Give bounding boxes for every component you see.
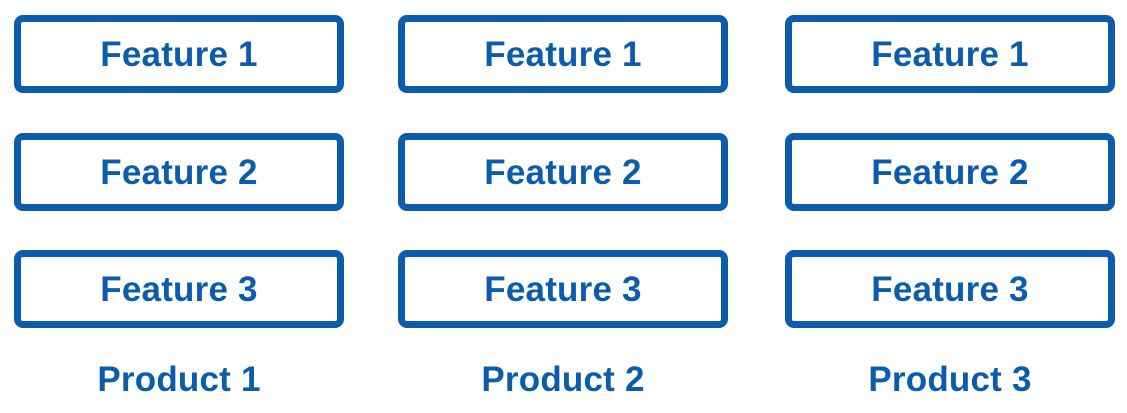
feature-box: Feature 2 (14, 133, 344, 211)
product-label: Product 2 (481, 360, 645, 399)
feature-label: Feature 3 (100, 269, 258, 309)
product-label: Product 1 (97, 360, 261, 399)
feature-label: Feature 1 (100, 34, 258, 74)
feature-box: Feature 1 (14, 15, 344, 93)
product-column-1: Feature 1 Feature 2 Feature 3 Product 1 (14, 0, 344, 413)
feature-label: Feature 1 (484, 34, 642, 74)
feature-label: Feature 2 (100, 152, 258, 192)
feature-label: Feature 1 (871, 34, 1029, 74)
feature-box: Feature 3 (785, 250, 1115, 328)
product-column-2: Feature 1 Feature 2 Feature 3 Product 2 (398, 0, 728, 413)
feature-label: Feature 2 (871, 152, 1029, 192)
product-label: Product 3 (868, 360, 1032, 399)
feature-box: Feature 2 (398, 133, 728, 211)
feature-box: Feature 3 (14, 250, 344, 328)
feature-label: Feature 3 (484, 269, 642, 309)
feature-label: Feature 3 (871, 269, 1029, 309)
feature-box: Feature 1 (398, 15, 728, 93)
feature-box: Feature 1 (785, 15, 1115, 93)
feature-box: Feature 3 (398, 250, 728, 328)
feature-box: Feature 2 (785, 133, 1115, 211)
product-column-3: Feature 1 Feature 2 Feature 3 Product 3 (785, 0, 1115, 413)
feature-label: Feature 2 (484, 152, 642, 192)
